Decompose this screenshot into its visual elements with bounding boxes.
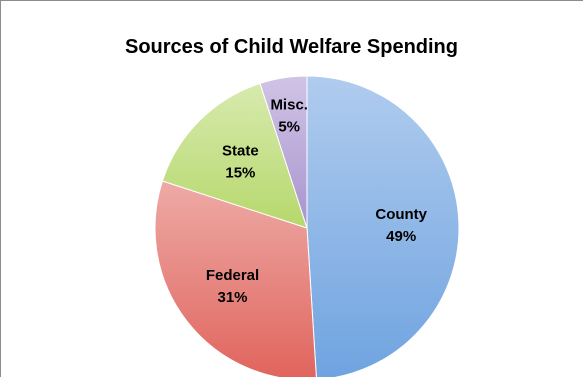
slice-label-value: 5% xyxy=(278,118,300,135)
chart-title: Sources of Child Welfare Spending xyxy=(124,36,458,58)
slice-label-category: State xyxy=(222,142,259,159)
pie-slice-misc xyxy=(259,75,308,229)
slice-label-category: County xyxy=(375,206,427,223)
slice-label-value: 31% xyxy=(217,289,247,306)
slice-label-category: Misc. xyxy=(270,96,308,113)
slice-label-value: 15% xyxy=(225,164,255,181)
pie-slice-federal xyxy=(154,180,317,377)
pie-slice-state xyxy=(161,82,308,229)
slice-label-category: Federal xyxy=(206,267,259,284)
pie-slice-county xyxy=(306,75,460,377)
slice-label-value: 49% xyxy=(386,228,416,245)
